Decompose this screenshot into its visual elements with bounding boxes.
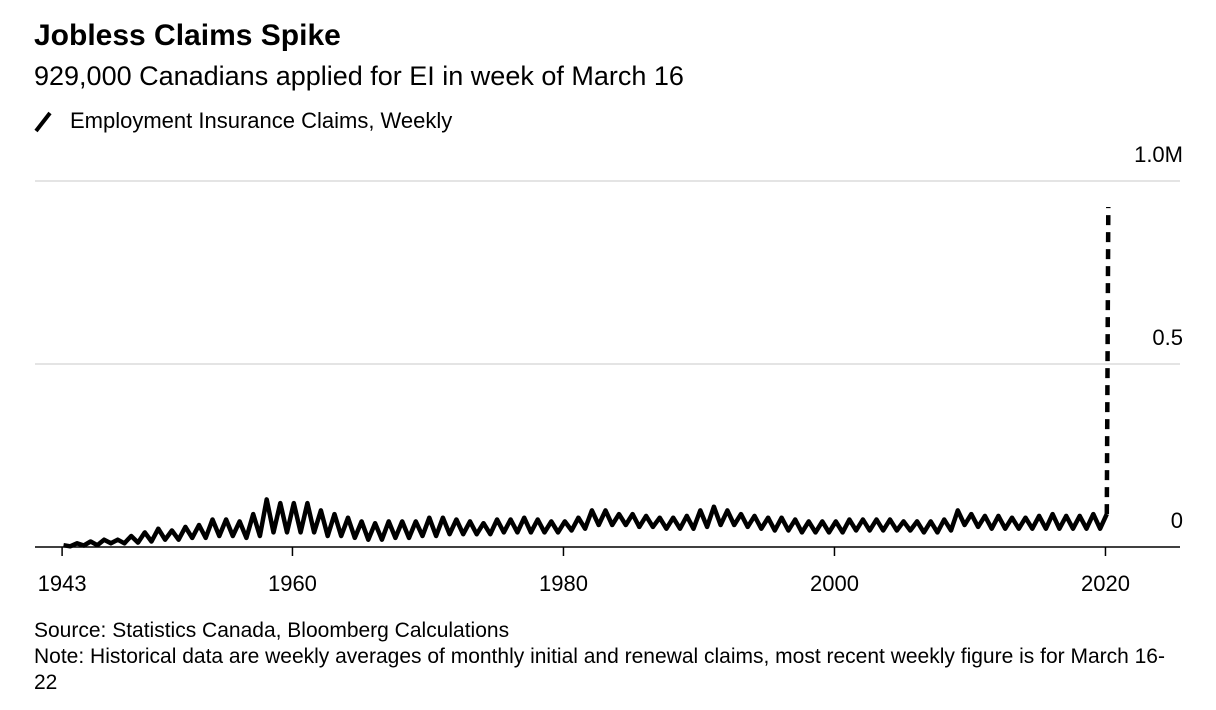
line [63,497,1109,549]
note: Note: Historical data are weekly average… [34,645,1165,694]
source: Source: Statistics Canada, Bloomberg Cal… [34,619,510,642]
footer: Source: Statistics Canada, Bloomberg Cal… [34,618,1184,696]
chart-title: Jobless Claims Spike [34,19,341,52]
chart-subtitle: 929,000 Canadians applied for EI in week… [34,61,684,91]
legend-label: Employment Insurance Claims, Weekly [70,108,452,133]
x-tick-label: 2000 [810,571,859,596]
x-tick-label: 1960 [268,571,317,596]
x-tick-label: 1943 [38,571,87,596]
chart: Jobless Claims Spike 929,000 Canadians a… [34,19,1183,596]
y-tick-label: 0.5 [1152,325,1183,350]
x-tick-label: 1980 [539,571,588,596]
line-dashed [1104,206,1111,515]
x-tick-label: 2020 [1081,571,1130,596]
y-tick-label: 0 [1171,508,1183,533]
y-tick-label: 1.0M [1134,142,1183,167]
legend-icon [34,111,52,133]
